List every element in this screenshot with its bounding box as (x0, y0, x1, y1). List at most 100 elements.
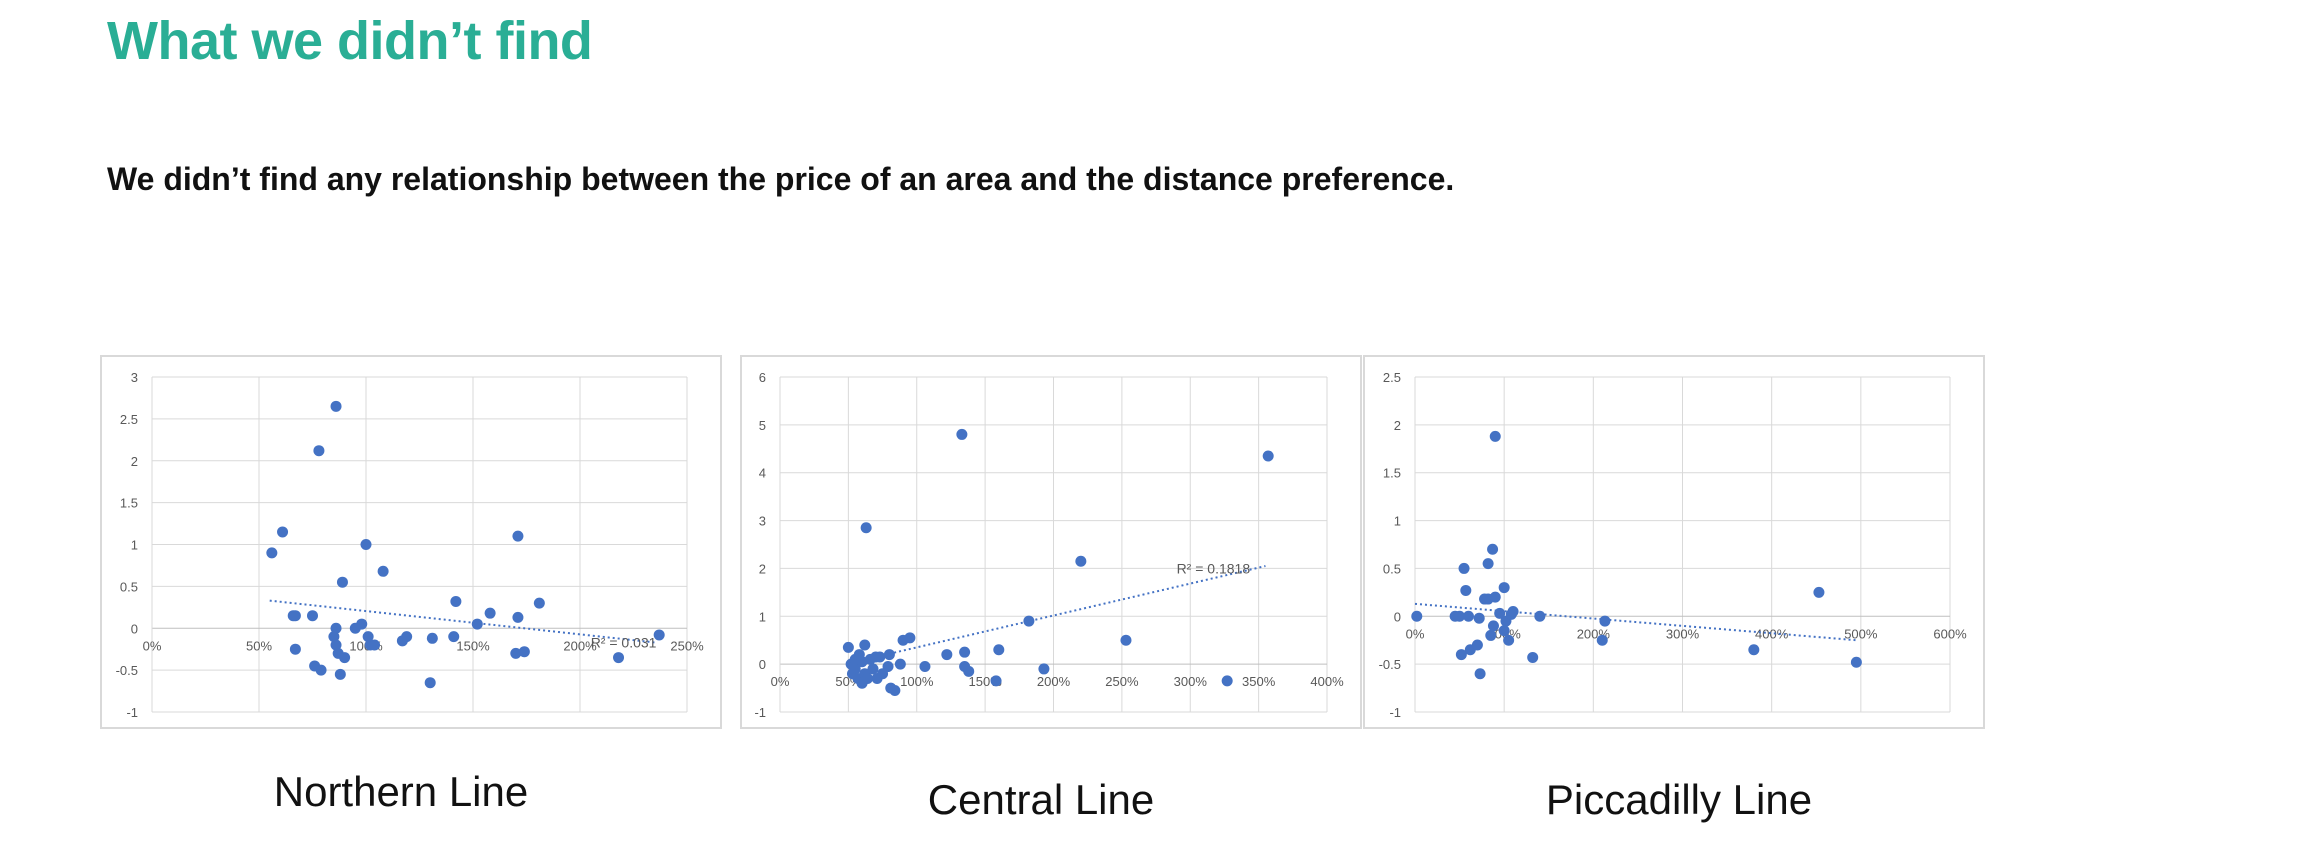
y-tick-label: -1 (1389, 705, 1401, 720)
x-tick-label: 250% (1105, 674, 1139, 689)
data-point (843, 642, 854, 653)
x-tick-label: 250% (670, 638, 704, 653)
data-point (356, 619, 367, 630)
data-point (1527, 652, 1538, 663)
data-point (1485, 630, 1496, 641)
y-tick-label: -0.5 (1379, 657, 1401, 672)
y-tick-label: 1.5 (120, 496, 138, 511)
data-point (613, 652, 624, 663)
data-point (1075, 556, 1086, 567)
data-point (1490, 592, 1501, 603)
y-tick-label: 6 (759, 370, 766, 385)
data-point (991, 675, 1002, 686)
data-point (361, 539, 372, 550)
data-point (266, 547, 277, 558)
y-tick-label: 0 (759, 657, 766, 672)
data-point (1472, 640, 1483, 651)
x-tick-label: 600% (1933, 626, 1967, 641)
x-tick-label: 0% (143, 638, 162, 653)
northern-line-chart: 0%50%100%150%200%250%-1-0.500.511.522.53… (100, 355, 722, 729)
x-tick-label: 350% (1242, 674, 1276, 689)
data-point (889, 685, 900, 696)
data-point (862, 673, 873, 684)
data-point (290, 610, 301, 621)
y-tick-label: 2 (1394, 418, 1401, 433)
data-point (1483, 558, 1494, 569)
data-point (339, 652, 350, 663)
y-tick-label: 0.5 (1383, 561, 1401, 576)
piccadilly-line-chart: 0%100%200%300%400%500%600%-1-0.500.511.5… (1363, 355, 1985, 729)
data-point (427, 633, 438, 644)
data-point (956, 429, 967, 440)
data-point (941, 649, 952, 660)
data-point (874, 651, 885, 662)
y-tick-label: 2 (131, 454, 138, 469)
slide-title: What we didn’t find (107, 10, 592, 72)
y-tick-label: 2.5 (1383, 370, 1401, 385)
data-point (963, 666, 974, 677)
piccadilly-line-plot: 0%100%200%300%400%500%600%-1-0.500.511.5… (1365, 357, 1983, 727)
y-tick-label: 2.5 (120, 412, 138, 427)
data-point (1474, 613, 1485, 624)
data-point (1851, 657, 1862, 668)
piccadilly-line-caption: Piccadilly Line (1368, 776, 1990, 824)
data-point (1508, 606, 1519, 617)
central-line-plot: 0% 50% 100% 150% 200% 250% 300% 350% 400%-101234… (742, 357, 1360, 727)
x-tick-label: 300% (1666, 626, 1700, 641)
data-point (861, 522, 872, 533)
data-point (1120, 635, 1131, 646)
data-point (448, 631, 459, 642)
data-point (331, 401, 342, 412)
data-point (1487, 544, 1498, 555)
y-tick-label: 1.5 (1383, 466, 1401, 481)
y-tick-label: 0 (131, 621, 138, 636)
data-point (1023, 616, 1034, 627)
data-point (867, 663, 878, 674)
data-point (1488, 620, 1499, 631)
x-tick-label: 300% (1174, 674, 1208, 689)
data-point (919, 661, 930, 672)
data-point (1499, 582, 1510, 593)
data-point (307, 610, 318, 621)
y-tick-label: 0.5 (120, 579, 138, 594)
data-point (904, 632, 915, 643)
data-point (512, 531, 523, 542)
data-point (1597, 635, 1608, 646)
data-point (1263, 450, 1274, 461)
data-point (895, 659, 906, 670)
data-point (1748, 644, 1759, 655)
northern-line-plot: 0%50%100%150%200%250%-1-0.500.511.522.53… (102, 357, 720, 727)
r-squared-label: R² = 0.1818 (1177, 560, 1251, 576)
data-point (883, 661, 894, 672)
grid (152, 377, 687, 712)
data-point (512, 612, 523, 623)
y-tick-label: -1 (754, 705, 766, 720)
y-tick-label: 2 (759, 561, 766, 576)
y-tick-label: -1 (126, 705, 138, 720)
data-point (1599, 616, 1610, 627)
x-tick-label: 400% (1310, 674, 1344, 689)
y-tick-label: 1 (1394, 514, 1401, 529)
data-point (450, 596, 461, 607)
data-point (1534, 611, 1545, 622)
data-point (401, 631, 412, 642)
data-point (277, 526, 288, 537)
data-point (1499, 625, 1510, 636)
data-point (993, 644, 1004, 655)
data-point (1459, 563, 1470, 574)
data-point (1222, 675, 1233, 686)
data-point (884, 649, 895, 660)
data-point (519, 646, 530, 657)
data-point (1411, 611, 1422, 622)
data-point (337, 577, 348, 588)
data-point (1475, 668, 1486, 679)
x-tick-label: 100% (900, 674, 934, 689)
x-tick-label: 0% (1406, 626, 1425, 641)
data-point (1038, 663, 1049, 674)
slide-subtitle: We didn’t find any relationship between … (107, 161, 1454, 198)
data-point (1460, 585, 1471, 596)
data-point (1813, 587, 1824, 598)
x-tick-label: 150% (456, 638, 490, 653)
data-point (335, 669, 346, 680)
data-point (290, 644, 301, 655)
